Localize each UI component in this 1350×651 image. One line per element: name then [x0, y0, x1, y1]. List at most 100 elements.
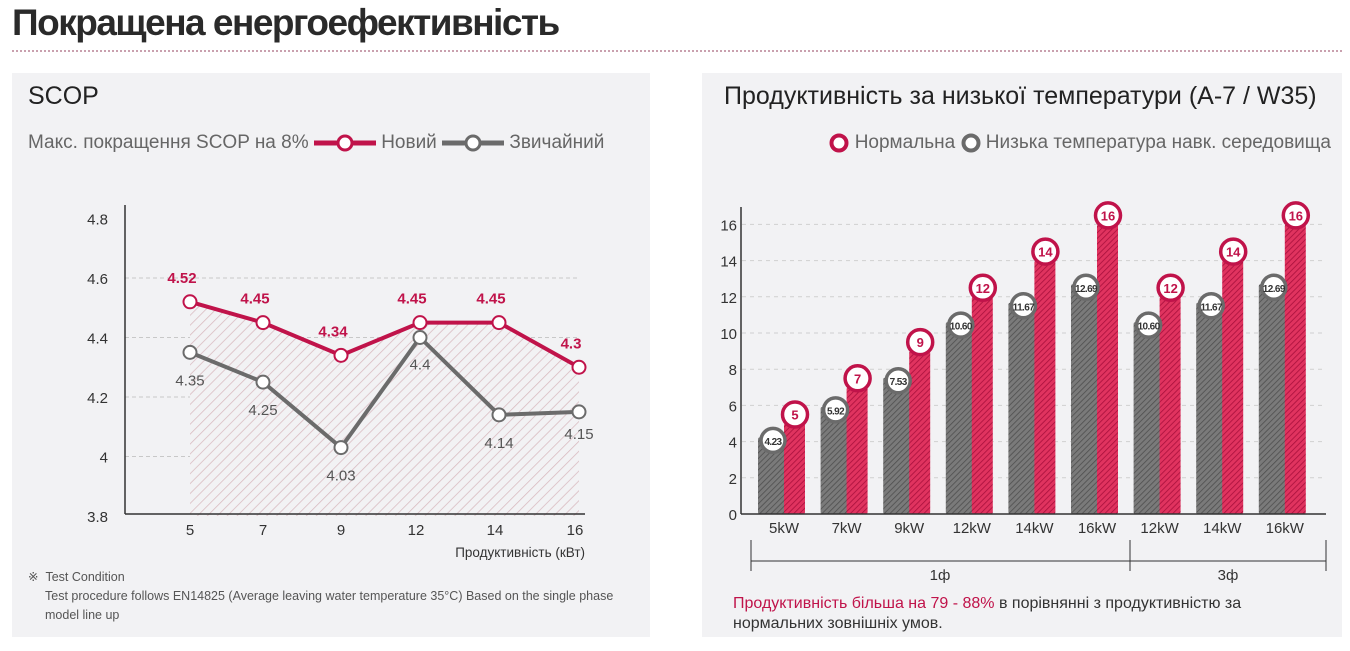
badge-normal-label: 9 [917, 335, 924, 350]
bar-low-temp [883, 377, 911, 514]
group-label-1ph: 1ф [930, 567, 951, 584]
legend-regular-marker [442, 134, 505, 152]
note-mark: ※ [28, 570, 39, 584]
badge-normal [1093, 201, 1123, 230]
y-tick-label: 4.2 [87, 390, 108, 407]
x-tick-label: 9kW [894, 520, 925, 537]
badge-normal-label: 12 [1163, 281, 1177, 296]
series-line-new [189, 299, 580, 369]
x-tick-label: 14 [487, 522, 504, 539]
badge-low-temp [884, 366, 912, 395]
group-label-3ph: 3ф [1218, 567, 1239, 584]
badge-normal [1281, 201, 1311, 230]
x-tick-label: 9 [337, 522, 345, 539]
y-tick-label: 2 [729, 471, 737, 488]
y-tick-label: 0 [729, 507, 737, 524]
badge-low-temp-label: 12.69 [1263, 284, 1286, 295]
bar-normal [1159, 296, 1181, 514]
bar-low-temp [1071, 284, 1098, 514]
bar-normal [1034, 260, 1056, 514]
badge-normal-label: 7 [854, 371, 861, 386]
x-tick-label: 12kW [1140, 520, 1179, 537]
legend-regular: Звичайний [509, 132, 605, 153]
legend-normal: Нормальна [854, 132, 956, 153]
point-regular [182, 344, 198, 360]
y-tick-label: 4.4 [87, 331, 108, 348]
x-axis-title: Продуктивність (кВт) [455, 545, 585, 560]
y-tick-label: 16 [720, 217, 737, 234]
legend-new-marker [313, 134, 376, 152]
footer-rest: в порівнянні з продуктивністю за нормаль… [733, 595, 1242, 632]
bar-normal [971, 296, 993, 514]
data-label-new: 4.45 [476, 291, 505, 308]
badge-normal [968, 273, 998, 303]
bar-low-temp [1258, 284, 1286, 514]
point-regular [571, 404, 587, 420]
point-regular [255, 374, 271, 390]
x-tick-label: 16kW [1266, 520, 1305, 537]
y-tick-label: 12 [720, 290, 737, 307]
series-line-regular [189, 334, 580, 451]
bar-normal [846, 387, 868, 514]
x-tick-label: 16 [567, 522, 584, 539]
badge-normal-label: 14 [1038, 245, 1053, 260]
data-label-regular: 4.35 [175, 372, 204, 389]
footer-text: Продуктивність більша на 79 - 88% в порі… [733, 594, 1293, 634]
low-temp-legend: Нормальна Низька температура навк. серед… [829, 132, 1331, 154]
badge-low-temp [1009, 292, 1038, 320]
scop-legend: Макс. покращення SCOP на 8% Новий Звичай… [28, 132, 604, 154]
improvement-area [190, 301, 579, 516]
badge-normal [905, 327, 935, 357]
badge-low-temp-label: 10.60 [950, 322, 973, 333]
bar-normal [1222, 260, 1244, 514]
point-new [412, 315, 428, 331]
data-label-regular: 4.4 [410, 357, 431, 374]
badge-low-temp [1197, 292, 1225, 320]
badge-normal-label: 14 [1226, 245, 1241, 260]
bar-normal [1097, 224, 1118, 514]
y-tick-label: 4.6 [87, 271, 108, 288]
bar-low-temp [945, 322, 973, 514]
data-label-new: 4.34 [318, 323, 348, 340]
data-label-new: 4.45 [397, 291, 426, 308]
bar-normal [784, 423, 805, 514]
badge-low-temp [1134, 311, 1163, 339]
note-body: Test procedure follows EN14825 (Average … [45, 589, 614, 622]
badge-normal-label: 12 [976, 281, 990, 296]
x-tick-label: 5kW [769, 520, 800, 537]
x-tick-label: 14kW [1015, 520, 1054, 537]
test-condition-note: ※ Test Condition Test procedure follows … [28, 568, 625, 625]
badge-low-temp-label: 7.53 [890, 377, 908, 388]
badge-low-temp-label: 10.60 [1138, 322, 1161, 333]
point-regular [491, 407, 507, 423]
data-label-regular: 4.15 [564, 426, 593, 443]
scop-title: SCOP [28, 82, 99, 110]
scop-subtitle: Макс. покращення SCOP на 8% [28, 132, 309, 153]
y-tick-label: 6 [729, 398, 737, 415]
x-tick-label: 14kW [1203, 520, 1242, 537]
badge-normal [1156, 273, 1185, 303]
badge-low-temp [759, 426, 787, 455]
legend-new: Новий [381, 132, 437, 153]
x-tick-label: 7kW [832, 520, 863, 537]
y-tick-label: 8 [729, 362, 737, 379]
legend-low-marker [961, 133, 981, 153]
badge-normal [780, 400, 810, 429]
bar-low-temp [1133, 322, 1161, 514]
data-label-new: 4.45 [240, 291, 269, 308]
bar-low-temp [820, 406, 848, 514]
page-title: Покращена енергоефективність [12, 2, 560, 43]
badge-low-temp-label: 11.67 [1013, 302, 1036, 313]
badge-low-temp-label: 4.23 [764, 437, 782, 448]
footer-highlight: Продуктивність більша на 79 - 88% [733, 595, 995, 612]
bar-low-temp [758, 437, 785, 514]
y-tick-label: 4.8 [87, 212, 108, 229]
x-tick-label: 12kW [953, 520, 992, 537]
badge-low-temp [821, 396, 850, 424]
bar-normal [909, 351, 931, 514]
badge-low-temp-label: 11.67 [1200, 302, 1223, 313]
point-new [255, 315, 271, 331]
legend-low: Низька температура навк. середовища [985, 132, 1331, 153]
point-new [182, 294, 198, 310]
low-temp-title: Продуктивність за низької температури (A… [724, 82, 1317, 110]
